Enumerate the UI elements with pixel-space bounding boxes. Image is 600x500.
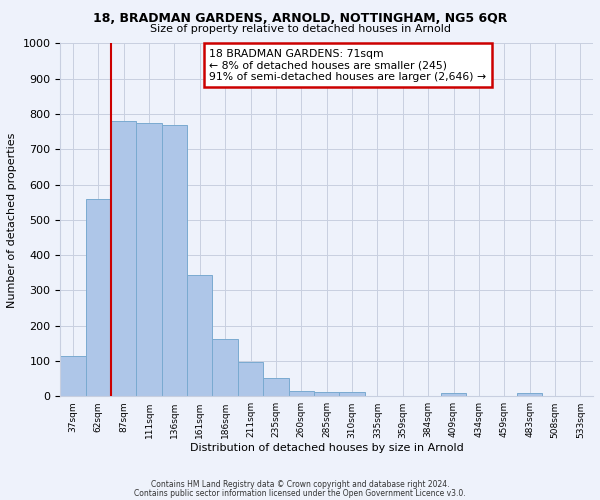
Bar (60, 356, 86, 397)
Text: Size of property relative to detached houses in Arnold: Size of property relative to detached ho… (149, 24, 451, 34)
Bar (111, 121, 136, 396)
Bar (187, 274, 212, 396)
X-axis label: Distribution of detached houses by size in Arnold: Distribution of detached houses by size … (190, 443, 464, 453)
Text: 18, BRADMAN GARDENS, ARNOLD, NOTTINGHAM, NG5 6QR: 18, BRADMAN GARDENS, ARNOLD, NOTTINGHAM,… (93, 12, 507, 26)
Bar (263, 378, 289, 396)
Bar (238, 362, 263, 396)
Bar (289, 392, 314, 396)
Bar (162, 124, 187, 396)
Bar (314, 392, 340, 396)
Bar (441, 392, 466, 396)
Bar (86, 198, 111, 396)
Bar (212, 339, 238, 396)
Text: Contains public sector information licensed under the Open Government Licence v3: Contains public sector information licen… (134, 488, 466, 498)
Y-axis label: Number of detached properties: Number of detached properties (7, 132, 17, 308)
Bar (340, 392, 365, 396)
Text: 18 BRADMAN GARDENS: 71sqm
← 8% of detached houses are smaller (245)
91% of semi-: 18 BRADMAN GARDENS: 71sqm ← 8% of detach… (209, 48, 487, 82)
Bar (517, 392, 542, 396)
Bar (136, 123, 162, 396)
Text: Contains HM Land Registry data © Crown copyright and database right 2024.: Contains HM Land Registry data © Crown c… (151, 480, 449, 489)
